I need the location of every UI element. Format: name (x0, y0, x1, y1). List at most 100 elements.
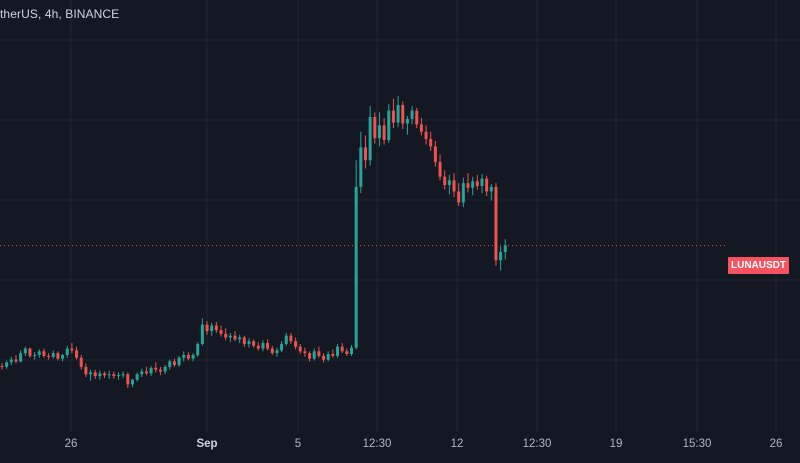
candle (317, 346, 321, 358)
x-tick-label: 5 (294, 438, 302, 450)
candle-body (280, 343, 284, 351)
candle (396, 95, 400, 128)
candle (447, 174, 451, 195)
candle-body (177, 357, 181, 366)
candle-body (419, 124, 423, 132)
candle (19, 350, 23, 363)
candle (298, 343, 302, 355)
candle-body (103, 373, 107, 376)
candle-body (340, 346, 344, 352)
candle (280, 341, 284, 353)
candle (247, 338, 251, 348)
candle-body (238, 337, 242, 340)
candle (37, 349, 41, 358)
candle (471, 176, 475, 196)
candle-body (33, 354, 37, 356)
candle-body (461, 183, 465, 203)
candle-body (499, 252, 503, 261)
candle-body (457, 191, 461, 203)
candle-body (275, 350, 279, 354)
candle (140, 368, 144, 378)
x-tick-label: Sep (196, 438, 218, 450)
candle (200, 318, 204, 346)
candle (172, 358, 176, 367)
grid-lines (0, 0, 800, 432)
candle (457, 183, 461, 207)
candle-body (261, 343, 265, 349)
time-axis[interactable] (0, 432, 800, 458)
candle (117, 372, 120, 380)
candle (224, 328, 228, 341)
candle (130, 378, 134, 388)
candle-body (214, 325, 218, 331)
x-tick-label: 26 (769, 438, 783, 450)
candle-body (252, 341, 256, 346)
candle-body (14, 359, 18, 362)
candle-body (410, 110, 414, 119)
candle-body (317, 351, 321, 356)
x-tick-label: 15:30 (682, 438, 712, 450)
candle-body (42, 351, 46, 356)
candle-body (182, 354, 186, 358)
candle (503, 239, 507, 260)
candle-body (415, 110, 419, 125)
candle-body (163, 366, 167, 372)
candle (107, 370, 111, 379)
candle (126, 372, 130, 389)
candle-body (98, 373, 102, 377)
x-tick-label: 12 (450, 438, 464, 450)
candle-body (322, 355, 326, 360)
candle (144, 366, 148, 376)
candle (461, 177, 465, 208)
candle-body (429, 139, 433, 147)
candle-body (140, 371, 144, 375)
candle (33, 352, 37, 360)
candle-body (19, 353, 23, 362)
candle (322, 353, 326, 363)
candle-body (247, 341, 251, 344)
candle (494, 183, 498, 266)
candle (79, 354, 83, 370)
candle (47, 353, 51, 360)
candle (256, 342, 260, 351)
candle (499, 246, 503, 271)
candle-body (75, 350, 79, 358)
candle-body (186, 354, 190, 359)
candle-body (424, 131, 428, 140)
candle (303, 347, 307, 357)
candle-body (210, 325, 214, 332)
candle (158, 366, 162, 376)
candle-body (135, 374, 139, 380)
x-tick-label: 12:30 (522, 438, 552, 450)
candle (168, 359, 172, 370)
candle-body (284, 335, 288, 344)
candle (182, 351, 186, 362)
candle (359, 131, 363, 194)
candle-body (196, 343, 200, 355)
candle (196, 342, 200, 357)
candle (433, 140, 437, 167)
candle (326, 351, 330, 362)
candle-body (79, 357, 83, 367)
candle-body (494, 186, 498, 261)
candle (75, 346, 79, 360)
candle (415, 107, 419, 129)
candle (9, 356, 13, 366)
candle-body (443, 176, 447, 186)
candle (186, 352, 190, 361)
candle-body (326, 354, 330, 360)
candle-body (224, 333, 228, 338)
candle (419, 117, 423, 136)
candle-body (294, 341, 298, 347)
candle-body (65, 348, 69, 355)
candle (363, 135, 367, 169)
candle-body (336, 346, 340, 356)
candle-body (391, 110, 395, 123)
candle-body (303, 351, 307, 354)
candle-body (37, 351, 41, 355)
candle (336, 343, 340, 358)
candle (228, 332, 232, 343)
candle-body (368, 117, 372, 161)
